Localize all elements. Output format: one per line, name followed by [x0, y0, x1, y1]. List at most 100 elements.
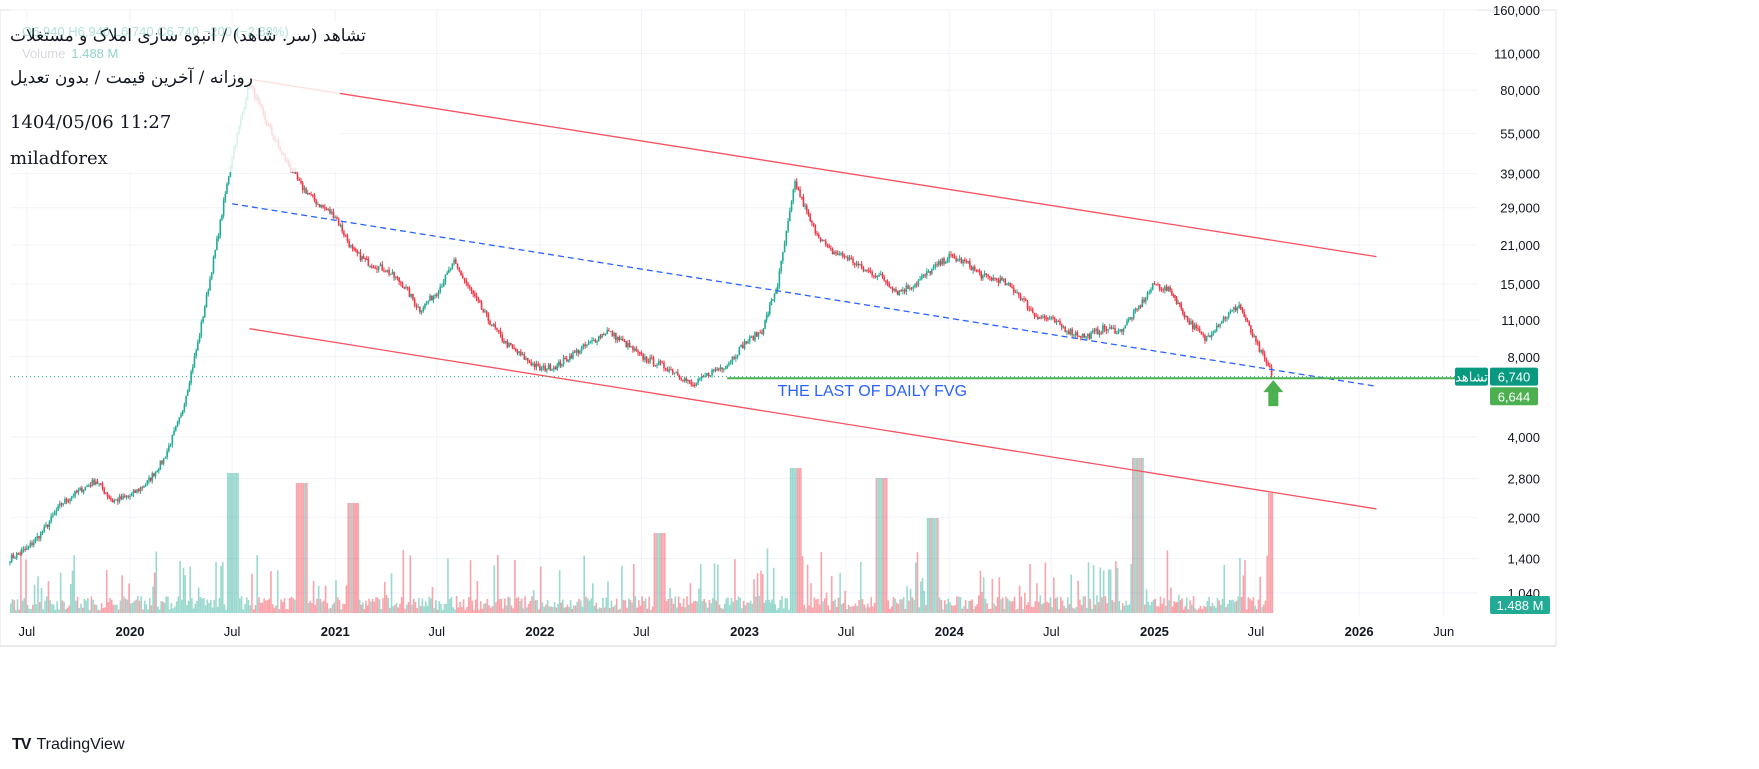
volume-bar	[254, 605, 257, 613]
candle-body	[1012, 287, 1015, 292]
candle-body	[1227, 312, 1230, 318]
volume-bar	[954, 604, 957, 613]
volume-bar	[705, 602, 707, 613]
volume-bar	[514, 559, 516, 613]
volume-bar	[75, 600, 77, 613]
volume-bar	[484, 603, 487, 613]
volume-bar	[192, 608, 195, 613]
volume-bar	[149, 597, 151, 613]
volume-bar	[966, 608, 969, 613]
volume-bar	[331, 604, 334, 613]
candle-body	[523, 354, 526, 360]
candle-body	[962, 259, 964, 264]
candle-body	[1138, 305, 1140, 310]
candle-body	[640, 352, 643, 355]
candle-body	[229, 168, 232, 178]
candle-body	[794, 181, 796, 190]
volume-bar	[1097, 602, 1100, 613]
candle-body	[743, 341, 746, 349]
volume-bar	[1113, 601, 1115, 613]
volume-bar	[1163, 598, 1165, 613]
candle-body	[836, 253, 839, 255]
candle-body	[729, 362, 732, 364]
volume-bar	[565, 607, 567, 613]
volume-bar	[117, 609, 120, 613]
candle-body	[70, 496, 73, 499]
volume-bar	[1240, 597, 1243, 613]
candle-body	[1019, 294, 1022, 300]
volume-bar	[701, 601, 704, 613]
volume-bar	[600, 608, 603, 613]
volume-bar	[1173, 601, 1176, 613]
candle-body	[635, 348, 638, 351]
candle-body	[1248, 321, 1251, 326]
candle-body	[305, 188, 307, 194]
volume-bar	[404, 608, 406, 613]
candle-body	[176, 421, 179, 427]
candle-body	[1198, 328, 1201, 333]
candle-body	[1169, 286, 1171, 291]
chart-info-panel: تشاهد (سر. شاهد) / انبوه سازی املاک و مس…	[10, 22, 366, 172]
volume-bar	[201, 598, 203, 613]
candle-body	[1150, 289, 1152, 293]
candle-body	[649, 357, 651, 363]
volume-bar	[1192, 596, 1195, 613]
volume-bar	[746, 602, 748, 613]
volume-bar	[916, 552, 919, 613]
volume-bar	[784, 597, 787, 613]
volume-bar	[552, 606, 554, 613]
volume-bar	[358, 599, 361, 613]
volume-bar	[586, 598, 589, 613]
volume-bar	[100, 603, 103, 613]
candle-body	[1081, 333, 1084, 338]
volume-bar	[1022, 608, 1024, 613]
volume-bar	[798, 468, 800, 613]
time-axis-label: 2024	[935, 624, 965, 639]
volume-bar	[1221, 598, 1224, 613]
volume-bar	[73, 555, 75, 613]
candle-body	[685, 378, 688, 381]
candle-body	[162, 458, 165, 464]
candle-body	[354, 249, 357, 251]
candle-body	[374, 267, 377, 269]
candle-body	[1112, 328, 1115, 330]
candle-body	[977, 270, 979, 272]
candle-body	[1110, 327, 1113, 329]
volume-bar	[184, 575, 186, 613]
candle-body	[1148, 292, 1151, 294]
volume-bar	[1137, 458, 1139, 613]
volume-bar	[851, 606, 853, 613]
candle-body	[919, 279, 921, 281]
volume-bar	[13, 600, 15, 613]
volume-bar	[786, 598, 788, 613]
candle-body	[20, 550, 23, 555]
candle-body	[1035, 316, 1037, 318]
volume-bar	[805, 608, 807, 613]
candle-body	[898, 290, 901, 295]
volume-bar	[373, 601, 376, 613]
candle-body	[455, 259, 457, 264]
candle-body	[209, 278, 211, 291]
candle-body	[115, 499, 117, 501]
candle-body	[490, 325, 493, 327]
candle-body	[1188, 320, 1191, 325]
candle-body	[1047, 318, 1049, 320]
volume-bar	[16, 599, 19, 613]
volume-bar	[428, 596, 430, 613]
volume-bar	[979, 570, 982, 613]
volume-bar	[1220, 604, 1222, 613]
candle-body	[205, 294, 208, 308]
candle-body	[762, 328, 765, 335]
candle-body	[406, 287, 409, 289]
candle-body	[845, 256, 847, 258]
volume-bar	[500, 598, 503, 613]
candle-body	[804, 205, 806, 207]
candle-body	[633, 348, 636, 351]
candle-body	[964, 259, 966, 262]
volume-bar	[162, 601, 164, 613]
candle-body	[377, 266, 380, 270]
candle-body	[645, 356, 648, 362]
tradingview-logo[interactable]: TV TradingView	[12, 736, 125, 754]
candle-body	[846, 256, 849, 260]
